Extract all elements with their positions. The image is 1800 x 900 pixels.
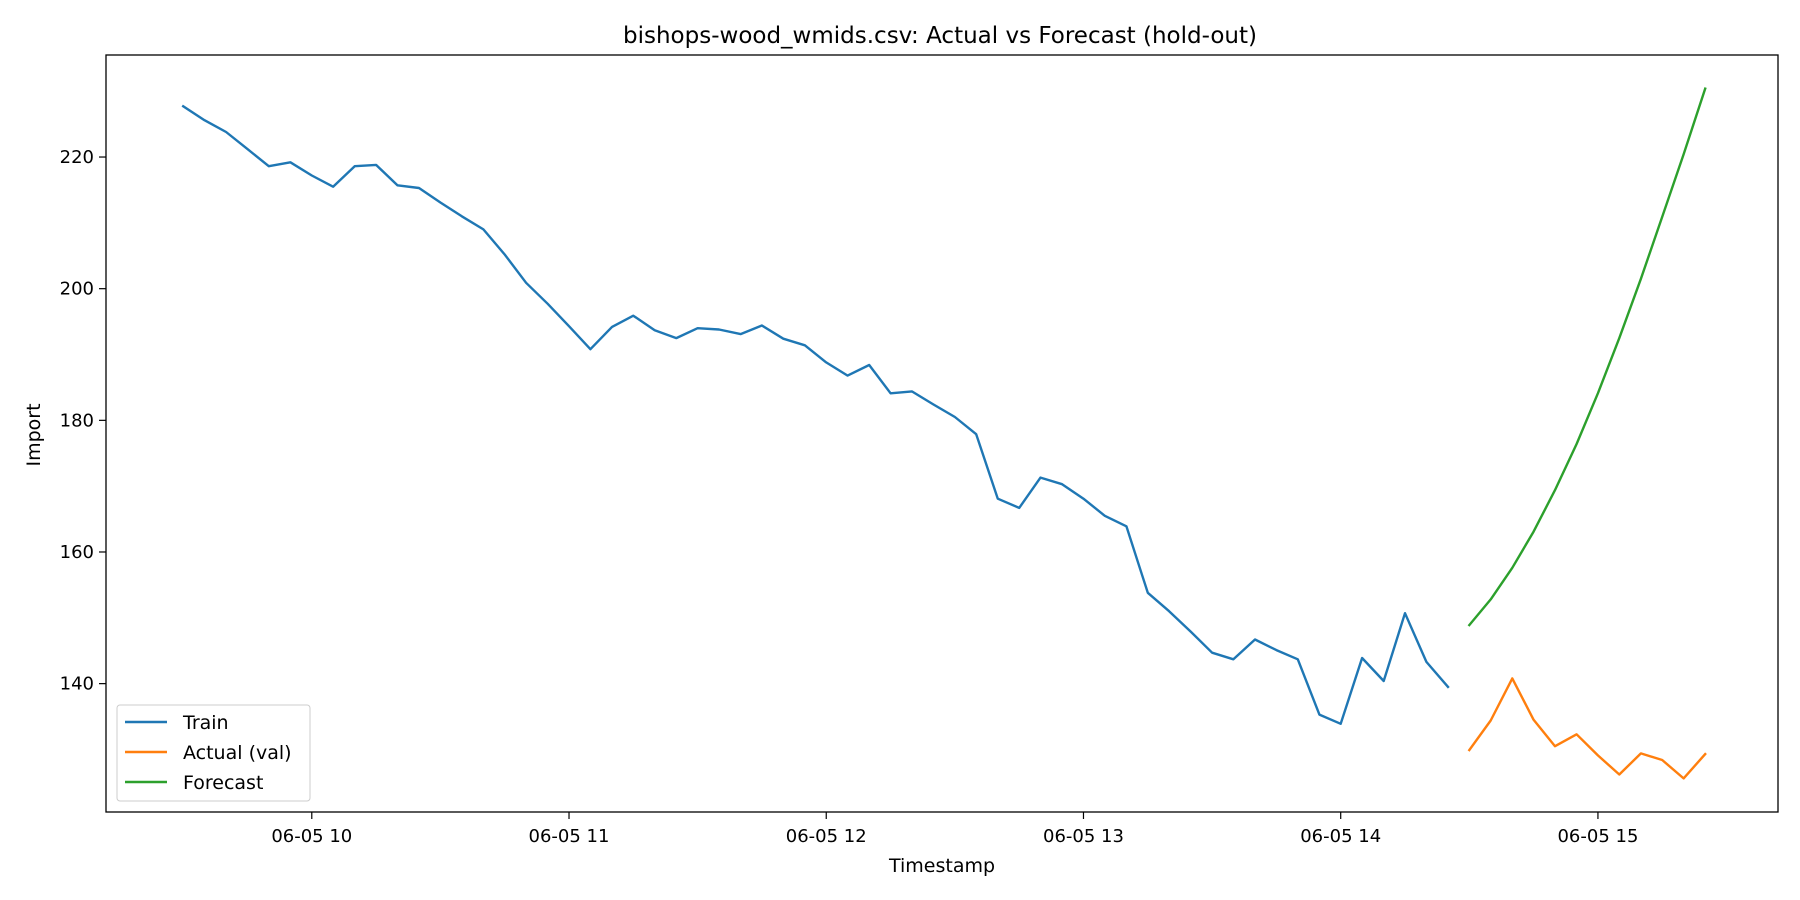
series-line-train: [181, 104, 1450, 725]
y-tick-label: 200: [60, 279, 94, 300]
legend-label-train: Train: [182, 712, 229, 734]
x-tick-label: 06-05 13: [1043, 826, 1124, 847]
plot-frame: [105, 54, 1779, 813]
y-axis-title: Import: [23, 403, 45, 466]
x-axis-title: Timestamp: [888, 855, 995, 877]
y-tick-label: 140: [60, 674, 94, 695]
x-tick-label: 06-05 12: [786, 826, 867, 847]
y-tick-label: 220: [60, 147, 94, 168]
legend-label-forecast: Forecast: [183, 772, 263, 794]
y-tick-label: 160: [60, 542, 94, 563]
x-tick-label: 06-05 11: [529, 826, 610, 847]
x-tick-label: 06-05 15: [1557, 826, 1638, 847]
series-line-actual-val: [1467, 677, 1707, 780]
legend-label-actual-val: Actual (val): [183, 742, 292, 764]
axis-ticks: 06-05 10 06-05 11 06-05 12 06-05 13 06-05 14…: [60, 147, 1639, 847]
x-tick-label: 06-05 10: [271, 826, 352, 847]
x-tick-label: 06-05 14: [1300, 826, 1381, 847]
legend-box: [116, 704, 311, 802]
y-tick-label: 180: [60, 410, 94, 431]
series-line-forecast: [1467, 87, 1707, 627]
legend: Train Actual (val) Forecast: [116, 704, 311, 802]
chart-title: bishops-wood_wmids.csv: Actual vs Foreca…: [623, 23, 1257, 49]
plot-series: [181, 87, 1707, 780]
